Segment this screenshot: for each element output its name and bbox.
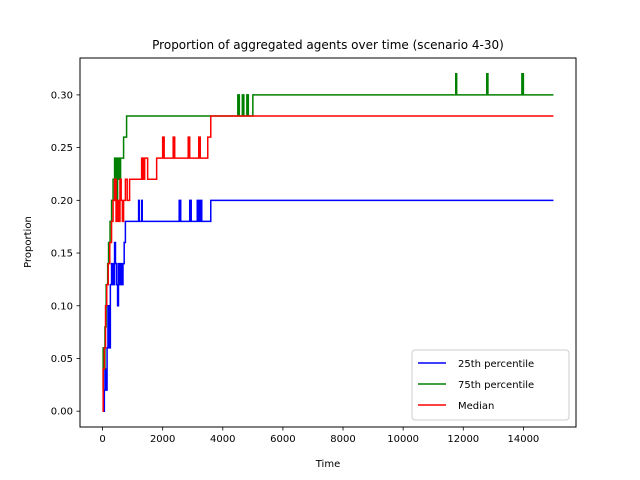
legend-label-3: Median (458, 401, 494, 412)
series-layer (102, 73, 554, 412)
y-axis-label: Proportion (23, 216, 34, 268)
plot-area (79, 57, 577, 428)
x-tick-label: 10000 (387, 434, 419, 445)
x-tick-label: 14000 (507, 434, 539, 445)
y-axis: 0.00 0.05 0.10 0.15 0.20 0.25 0.30 (51, 90, 80, 418)
y-tick-label: 0.00 (51, 407, 73, 418)
y-tick-label: 0.30 (51, 90, 73, 101)
y-tick-label: 0.05 (51, 354, 73, 365)
x-axis: 0 2000 4000 6000 8000 10000 12000 14000 (99, 427, 539, 445)
chart-title: Proportion of aggregated agents over tim… (152, 38, 504, 52)
x-tick-label: 2000 (150, 434, 175, 445)
x-tick-label: 12000 (447, 434, 479, 445)
y-tick-label: 0.20 (51, 196, 73, 207)
x-tick-label: 0 (99, 434, 105, 445)
legend-label-2: 75th percentile (458, 380, 534, 391)
series-line-1 (102, 199, 554, 412)
y-tick-label: 0.25 (51, 143, 73, 154)
x-tick-label: 4000 (210, 434, 235, 445)
legend: 25th percentile 75th percentile Median (411, 349, 570, 421)
x-tick-label: 6000 (270, 434, 295, 445)
x-axis-label: Time (315, 459, 340, 470)
x-tick-label: 8000 (330, 434, 355, 445)
axes-frame (79, 57, 577, 428)
y-tick-label: 0.15 (51, 249, 73, 260)
legend-box (411, 349, 570, 421)
y-tick-label: 0.10 (51, 301, 73, 312)
legend-label-1: 25th percentile (458, 359, 534, 370)
series-line-3 (102, 115, 554, 412)
